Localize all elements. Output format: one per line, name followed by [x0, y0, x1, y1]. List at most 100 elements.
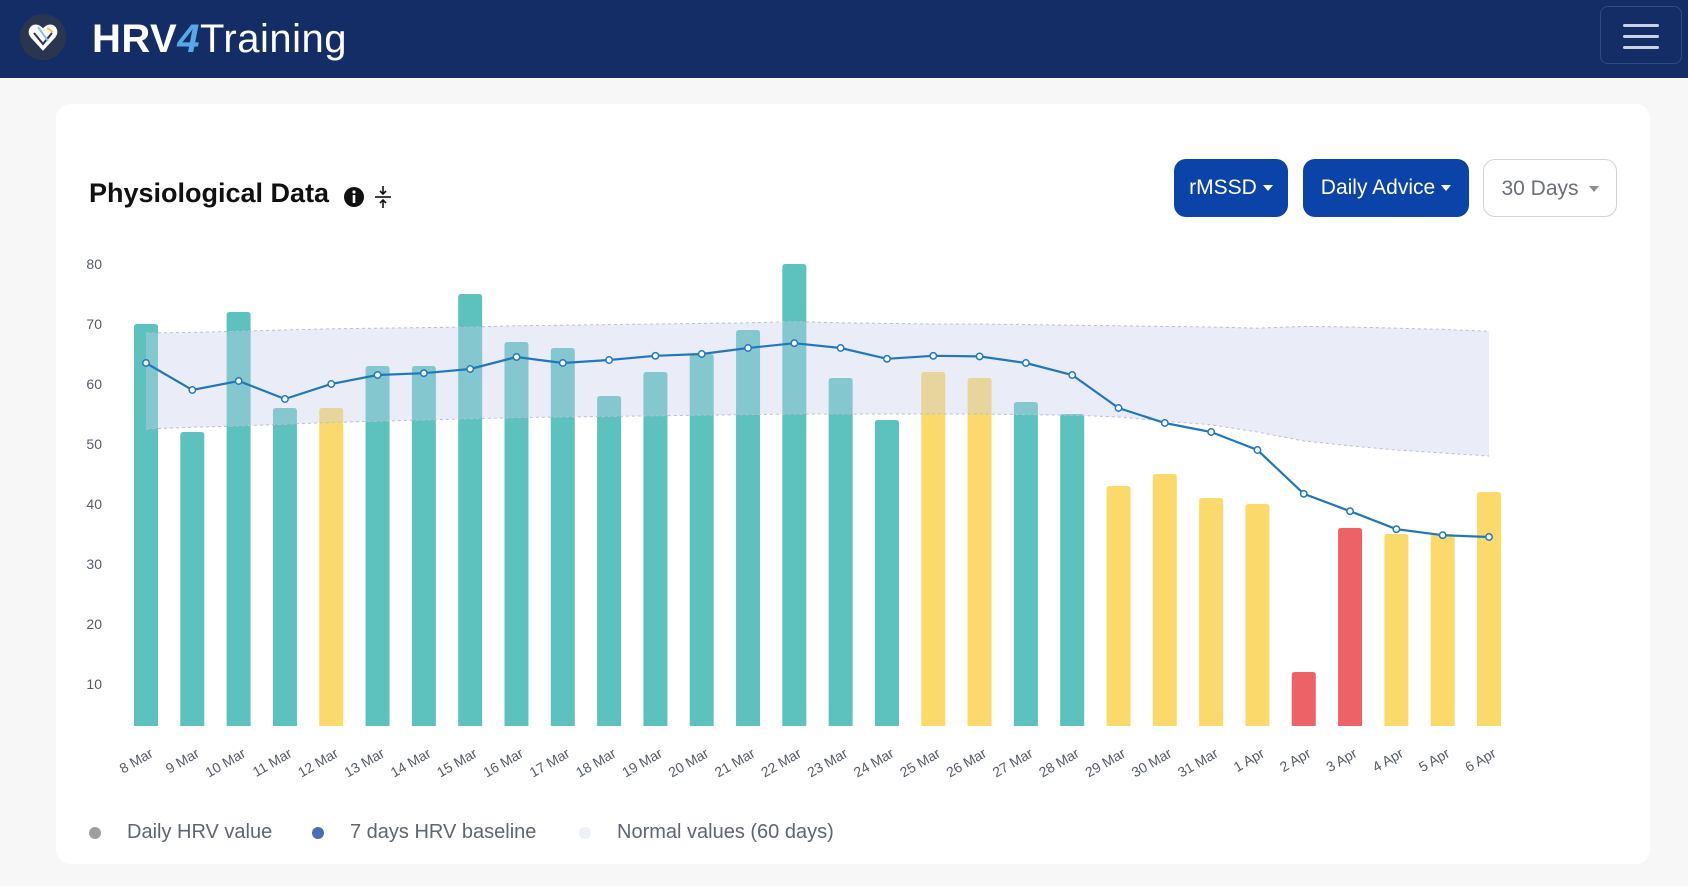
x-tick-label: 30 Mar	[1129, 745, 1175, 781]
x-tick-label: 28 Mar	[1036, 745, 1082, 781]
hrv-bar	[1245, 504, 1270, 726]
hrv-bar	[365, 366, 390, 726]
baseline-point	[1392, 525, 1401, 534]
hrv-bar	[319, 408, 344, 726]
baseline-point	[1438, 531, 1447, 540]
baseline-point	[1207, 428, 1216, 436]
hrv-bar	[967, 378, 992, 726]
baseline-point	[142, 359, 150, 367]
x-tick-label: 31 Mar	[1175, 745, 1221, 781]
legend-daily-hrv[interactable]: Daily HRV value	[89, 819, 272, 845]
baseline-point	[744, 344, 752, 352]
baseline-point	[373, 371, 382, 379]
legend-normal-values[interactable]: Normal values (60 days)	[579, 819, 834, 845]
hrv-bar	[782, 264, 807, 726]
baseline-point	[651, 351, 660, 360]
baseline-point	[1485, 533, 1493, 541]
baseline-point	[419, 369, 428, 378]
baseline-point	[1021, 359, 1030, 367]
baseline-point	[558, 359, 567, 367]
metric-dropdown-label: rMSSD	[1189, 176, 1257, 199]
range-dropdown[interactable]: 30 Days	[1483, 159, 1617, 217]
baseline-point	[605, 356, 614, 364]
hamburger-line	[1623, 35, 1659, 38]
hrv-bar	[134, 324, 158, 726]
baseline-point	[1299, 489, 1308, 498]
x-tick-label: 18 Mar	[573, 745, 619, 781]
x-tick-label: 26 Mar	[943, 745, 989, 781]
x-tick-label: 14 Mar	[388, 745, 434, 781]
x-tick-label: 5 Apr	[1416, 745, 1453, 775]
legend-normal-label: Normal values (60 days)	[617, 821, 834, 843]
top-navbar: HRV4Training	[0, 0, 1688, 78]
brand-name[interactable]: HRV4Training	[92, 14, 347, 64]
x-tick-label: 9 Mar	[163, 745, 202, 777]
hrv-bar	[1199, 498, 1224, 726]
y-tick-label: 50	[86, 436, 102, 452]
y-tick-label: 60	[86, 376, 102, 392]
hrv-bar	[504, 342, 529, 726]
x-tick-label: 4 Apr	[1370, 745, 1407, 775]
x-tick-label: 24 Mar	[851, 745, 897, 781]
x-tick-label: 20 Mar	[665, 745, 711, 781]
heart-logo-icon[interactable]	[20, 14, 66, 60]
x-tick-label: 21 Mar	[712, 745, 758, 781]
baseline-point	[1253, 446, 1262, 454]
x-tick-label: 3 Apr	[1323, 745, 1360, 775]
y-tick-label: 40	[86, 496, 102, 512]
hrv-bar	[828, 378, 853, 726]
baseline-line	[145, 342, 1490, 539]
baseline-point	[975, 352, 984, 361]
baseline-point	[327, 380, 336, 388]
info-icon[interactable]	[343, 186, 365, 208]
caret-down-icon	[1588, 186, 1599, 193]
normal-band-lower-edge	[145, 413, 1490, 457]
x-tick-label: 13 Mar	[341, 745, 387, 781]
view-dropdown-label: Daily Advice	[1320, 176, 1436, 199]
hrv-bar	[226, 312, 251, 726]
baseline-point	[836, 344, 845, 352]
hrv-bar	[1060, 414, 1085, 726]
legend-baseline-dot	[312, 826, 324, 839]
hrv-bar	[736, 330, 761, 726]
hrv-bar	[1152, 474, 1177, 726]
normal-values-band	[146, 321, 1489, 456]
x-tick-label: 1 Apr	[1231, 745, 1268, 775]
baseline-point	[697, 350, 706, 358]
metric-dropdown[interactable]: rMSSD	[1174, 159, 1288, 217]
hrv-chart: 10 20 30 40 50 60 70 80 8 Mar 9 Mar 10 Mar 11 Mar 12…	[86, 256, 1501, 781]
hrv-bar	[180, 432, 205, 726]
hrv-bar	[1338, 528, 1363, 726]
brand-part-4: 4	[177, 17, 200, 61]
collapse-icon[interactable]	[372, 184, 394, 210]
x-tick-label: 10 Mar	[202, 745, 248, 781]
view-dropdown[interactable]: Daily Advice	[1303, 159, 1469, 217]
hrv-bar	[1106, 486, 1131, 726]
x-tick-label: 22 Mar	[758, 745, 804, 781]
x-tick-label: 25 Mar	[897, 745, 943, 781]
x-tick-label: 12 Mar	[295, 745, 341, 781]
y-tick-label: 30	[86, 556, 102, 572]
hrv-bar	[597, 396, 622, 726]
hrv-bar	[411, 366, 436, 726]
hrv-bar	[550, 348, 575, 726]
baseline-point	[280, 395, 289, 403]
hrv-bar	[1291, 672, 1316, 726]
legend-daily-label: Daily HRV value	[127, 821, 273, 843]
legend-normal-dot	[579, 826, 591, 839]
hamburger-menu-button[interactable]	[1600, 6, 1682, 64]
baseline-point	[188, 386, 197, 394]
x-tick-label: 2 Apr	[1277, 745, 1314, 775]
y-tick-label: 10	[86, 676, 102, 692]
x-tick-label: 8 Mar	[116, 745, 155, 777]
x-tick-label: 23 Mar	[804, 745, 850, 781]
baseline-point	[466, 365, 475, 373]
legend-baseline[interactable]: 7 days HRV baseline	[312, 819, 536, 845]
baseline-point	[234, 377, 243, 385]
hrv-bar	[643, 372, 668, 726]
brand-part-training: Training	[199, 17, 348, 61]
x-tick-label: 17 Mar	[527, 745, 573, 781]
hrv-bar	[1013, 402, 1038, 726]
hrv-bar	[1384, 534, 1409, 726]
legend-baseline-label: 7 days HRV baseline	[350, 821, 537, 843]
